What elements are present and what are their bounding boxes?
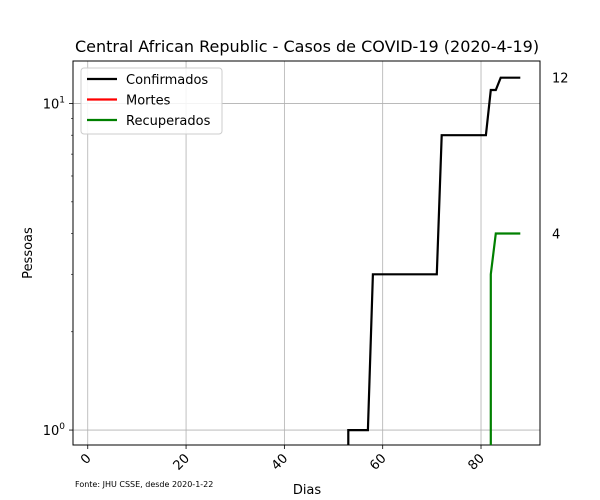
legend-box bbox=[80, 67, 223, 135]
x-axis-label: Dias bbox=[293, 483, 322, 498]
x-tick-label: 40 bbox=[269, 451, 291, 473]
x-tick-label: 0 bbox=[78, 451, 94, 467]
end-labels: 12 4 bbox=[552, 72, 569, 243]
series-line-recuperados bbox=[489, 232, 521, 445]
series-lines bbox=[347, 76, 521, 445]
plot-frame bbox=[72, 60, 541, 446]
end-value-label: 12 bbox=[552, 72, 569, 87]
x-tick-label: 60 bbox=[367, 451, 389, 473]
legend-label: Recuperados bbox=[126, 114, 211, 129]
end-value-label: 4 bbox=[552, 227, 560, 242]
y-axis-label: Pessoas bbox=[21, 227, 36, 279]
source-note: Fonte: JHU CSSE, desde 2020-1-22 bbox=[75, 480, 213, 489]
legend: Confirmados Mortes Recuperados bbox=[80, 67, 223, 135]
legend-label: Confirmados bbox=[126, 73, 208, 88]
legend-label: Mortes bbox=[126, 94, 171, 109]
y-tick-label: 101 bbox=[43, 96, 65, 113]
chart-title: Central African Republic - Casos de COVI… bbox=[75, 37, 539, 56]
series-line-confirmados bbox=[347, 76, 521, 445]
y-tick-label: 100 bbox=[43, 422, 66, 439]
axis-ticks: 0 20 40 60 80 100 101 bbox=[43, 96, 488, 474]
x-tick-label: 80 bbox=[466, 451, 488, 473]
x-tick-label: 20 bbox=[171, 451, 193, 473]
